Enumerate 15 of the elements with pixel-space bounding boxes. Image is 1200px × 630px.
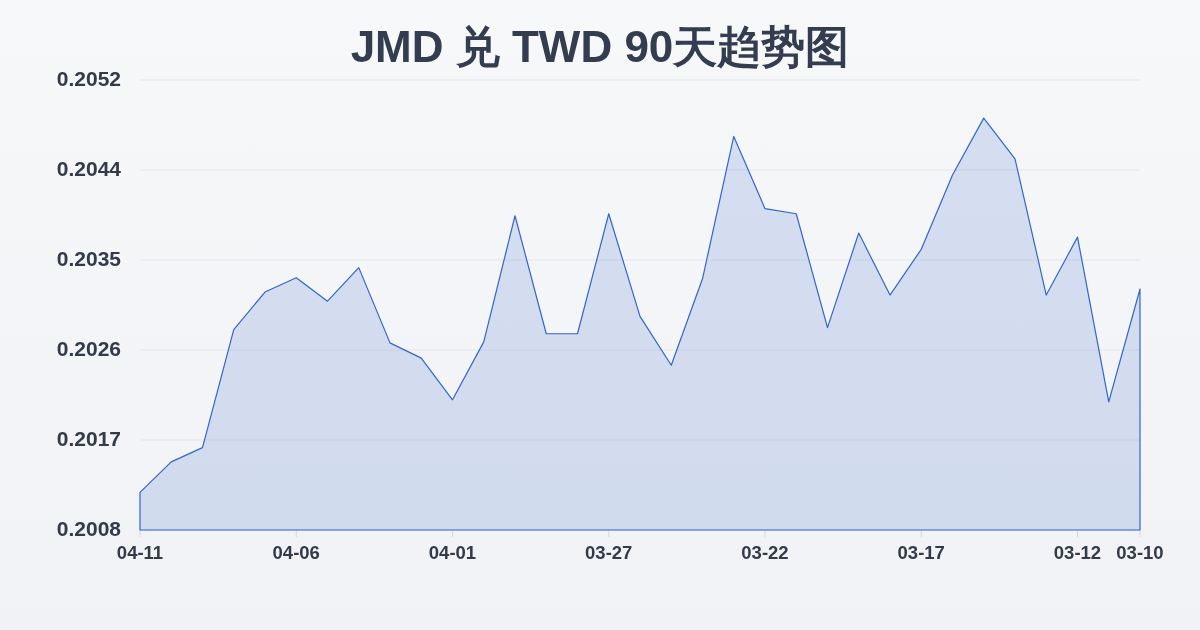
y-tick-label: 0.2026 bbox=[56, 336, 121, 360]
x-tick-label: 04-11 bbox=[116, 542, 164, 563]
y-tick-label: 0.2017 bbox=[56, 426, 121, 450]
x-tick-label: 03-17 bbox=[897, 542, 945, 563]
x-tick-label: 04-01 bbox=[428, 542, 477, 563]
y-tick-label: 0.2052 bbox=[56, 66, 121, 90]
x-tick-label: 03-10 bbox=[1116, 542, 1164, 563]
x-tick-label: 03-12 bbox=[1053, 542, 1102, 563]
x-tick-label: 03-22 bbox=[741, 542, 789, 563]
y-tick-label: 0.2035 bbox=[56, 246, 122, 270]
y-tick-label: 0.2008 bbox=[56, 516, 122, 540]
chart-title: JMD 兑 TWD 90天趋势图 bbox=[350, 22, 850, 71]
x-tick-label: 04-06 bbox=[272, 542, 320, 563]
y-tick-label: 0.2044 bbox=[56, 156, 122, 180]
x-tick-label: 03-27 bbox=[585, 542, 633, 563]
